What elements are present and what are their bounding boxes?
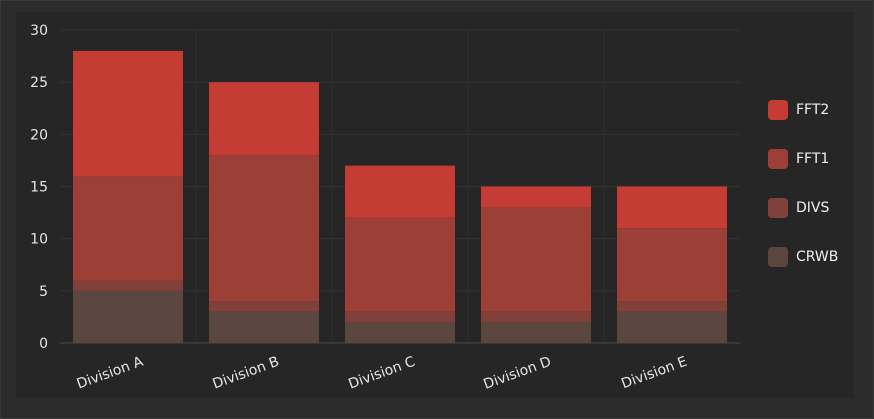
bar-divs-division-c xyxy=(345,311,455,323)
bar-fft1-division-b xyxy=(209,155,319,302)
bar-fft2-division-e xyxy=(617,186,727,229)
bar-crwb-division-b xyxy=(209,311,319,343)
legend-swatch-crwb xyxy=(768,247,788,267)
x-tick-label-division-d: Division D xyxy=(481,354,553,393)
legend-item-divs[interactable]: DIVS xyxy=(768,198,838,218)
bar-fft2-division-b xyxy=(209,82,319,156)
x-tick-label-division-c: Division C xyxy=(346,354,417,393)
legend: FFT2 FFT1 DIVS CRWB xyxy=(768,100,838,296)
y-tick-label-25: 25 xyxy=(30,75,48,91)
bar-fft1-division-a xyxy=(73,176,183,281)
legend-label-divs: DIVS xyxy=(796,200,830,216)
bar-fft1-division-c xyxy=(345,217,455,312)
bar-divs-division-a xyxy=(73,280,183,291)
y-tick-label-10: 10 xyxy=(30,232,48,248)
bar-fft2-division-a xyxy=(73,50,183,177)
x-tick-label-division-b: Division B xyxy=(211,354,282,393)
y-tick-label-5: 5 xyxy=(39,284,48,300)
bar-fft1-division-e xyxy=(617,228,727,302)
legend-item-fft2[interactable]: FFT2 xyxy=(768,100,838,120)
legend-swatch-divs xyxy=(768,198,788,218)
bar-divs-division-e xyxy=(617,301,727,312)
legend-item-fft1[interactable]: FFT1 xyxy=(768,149,838,169)
legend-label-fft1: FFT1 xyxy=(796,151,830,167)
legend-swatch-fft1 xyxy=(768,149,788,169)
legend-label-crwb: CRWB xyxy=(796,249,839,265)
bar-fft1-division-d xyxy=(481,207,591,312)
y-tick-label-20: 20 xyxy=(30,127,48,143)
bar-crwb-division-e xyxy=(617,311,727,343)
bar-divs-division-d xyxy=(481,311,591,323)
y-tick-label-15: 15 xyxy=(30,180,48,196)
bar-fft2-division-d xyxy=(481,186,591,208)
bar-fft2-division-c xyxy=(345,165,455,218)
bar-crwb-division-a xyxy=(73,290,183,343)
legend-swatch-fft2 xyxy=(768,100,788,120)
y-tick-label-30: 30 xyxy=(30,23,48,39)
x-tick-label-division-a: Division A xyxy=(75,354,146,393)
x-tick-label-division-e: Division E xyxy=(619,354,689,393)
bar-divs-division-b xyxy=(209,301,319,312)
bar-crwb-division-d xyxy=(481,322,591,343)
legend-label-fft2: FFT2 xyxy=(796,102,830,118)
y-tick-label-0: 0 xyxy=(39,336,48,352)
legend-item-crwb[interactable]: CRWB xyxy=(768,247,838,267)
bar-crwb-division-c xyxy=(345,322,455,343)
